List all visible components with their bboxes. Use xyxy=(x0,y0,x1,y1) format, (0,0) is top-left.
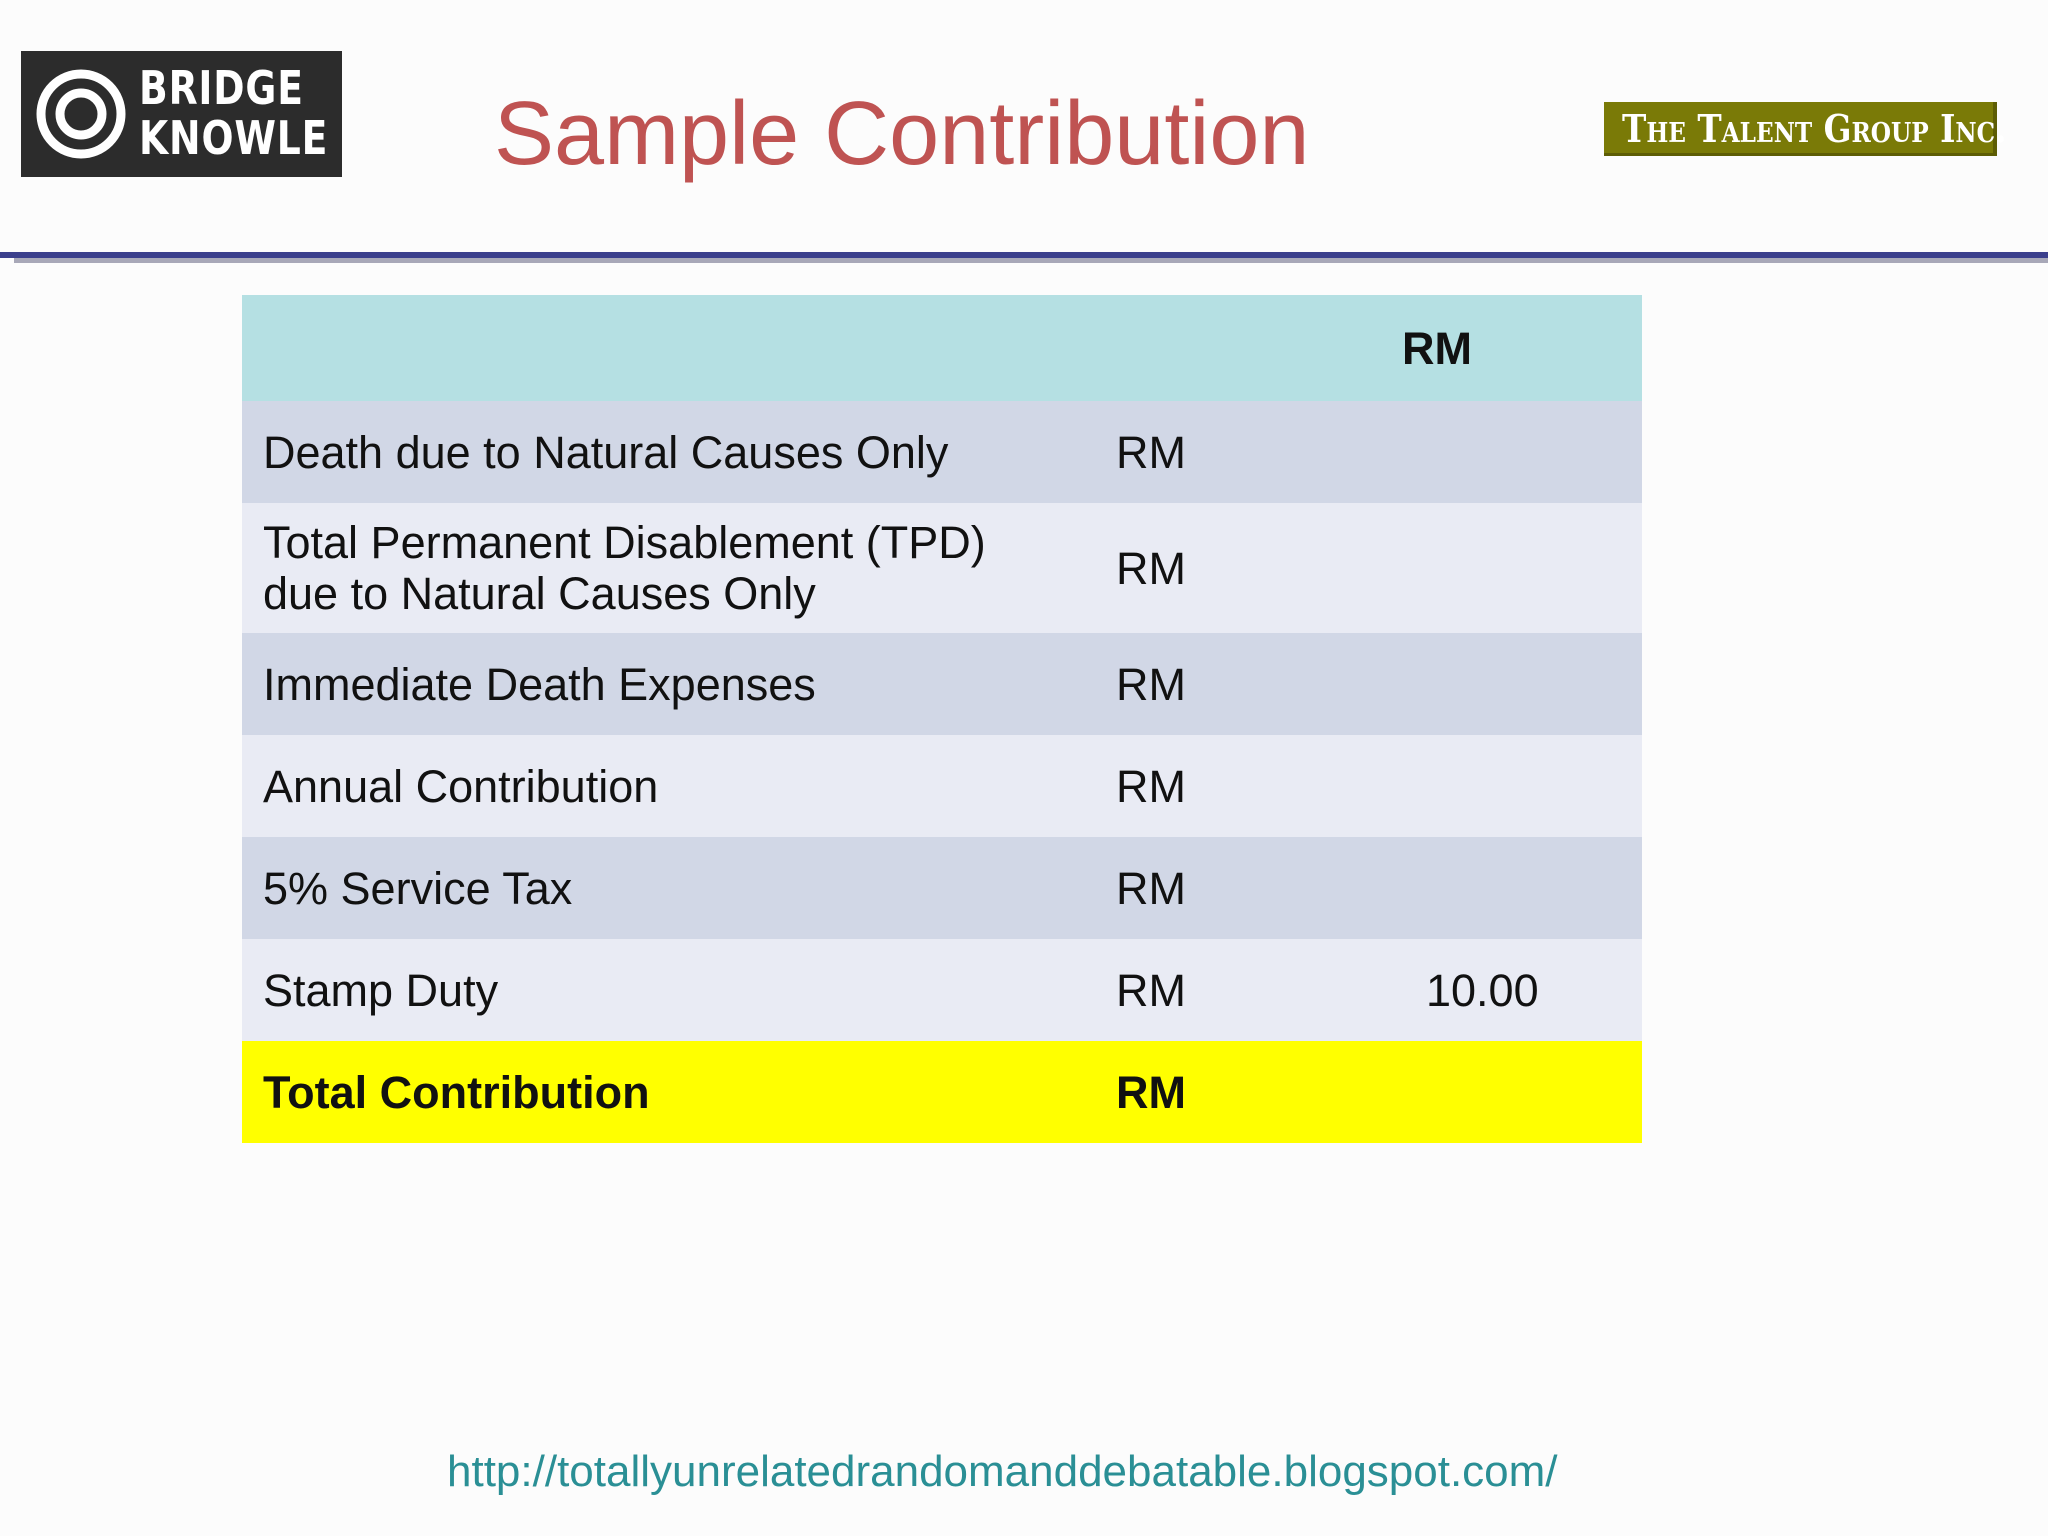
row-label: Total Permanent Disablement (TPD) due to… xyxy=(242,503,1112,633)
total-label: Total Contribution xyxy=(263,1066,650,1118)
row-currency: RM xyxy=(1116,426,1186,478)
title-divider xyxy=(0,252,2048,258)
table-row: Annual Contribution RM xyxy=(242,735,1642,837)
header-cell-currency xyxy=(1112,295,1372,401)
row-value xyxy=(1372,837,1642,939)
title-divider-shadow xyxy=(14,258,2048,263)
page-title: Sample Contribution xyxy=(494,84,1310,184)
talent-group-logo: The Talent Group Inc. xyxy=(1604,102,2006,156)
logo-text-line2: KNOWLE xyxy=(139,111,329,165)
row-label-line2: due to Natural Causes Only xyxy=(263,568,816,619)
row-currency: RM xyxy=(1116,760,1186,812)
row-label: 5% Service Tax xyxy=(263,862,573,914)
contribution-table: RM Death due to Natural Causes Only RM T… xyxy=(242,295,1642,1143)
row-label: Immediate Death Expenses xyxy=(263,658,816,710)
row-value xyxy=(1372,633,1642,735)
header-cell-amount: RM xyxy=(1402,322,1472,374)
row-label: Death due to Natural Causes Only xyxy=(263,426,949,478)
row-currency: RM xyxy=(1116,964,1186,1016)
row-value xyxy=(1372,735,1642,837)
concentric-circles-logo-icon xyxy=(36,69,126,159)
row-label-line1: Total Permanent Disablement (TPD) xyxy=(263,517,986,568)
total-currency: RM xyxy=(1116,1066,1186,1118)
row-amount: 10.00 xyxy=(1426,964,1539,1016)
footer-blog-link[interactable]: http://totallyunrelatedrandomanddebatabl… xyxy=(447,1447,1558,1496)
bridge-knowle-logo: BRIDGE KNOWLE xyxy=(21,51,342,177)
table-row: Death due to Natural Causes Only RM xyxy=(242,401,1642,503)
row-value xyxy=(1372,401,1642,503)
row-label: Annual Contribution xyxy=(263,760,659,812)
row-value xyxy=(1372,503,1642,633)
table-row: 5% Service Tax RM xyxy=(242,837,1642,939)
table-row: Immediate Death Expenses RM xyxy=(242,633,1642,735)
total-row: Total Contribution RM xyxy=(242,1041,1642,1143)
table-header-row: RM xyxy=(242,295,1642,401)
table-row: Stamp Duty RM 10.00 xyxy=(242,939,1642,1041)
total-value xyxy=(1372,1041,1642,1143)
logo-text-line1: BRIDGE xyxy=(139,61,304,115)
header-cell-label xyxy=(242,295,1112,401)
row-value: 10.00 xyxy=(1372,939,1642,1041)
row-currency: RM xyxy=(1116,862,1186,914)
row-label: Stamp Duty xyxy=(263,964,499,1016)
row-currency: RM xyxy=(1116,658,1186,710)
row-currency: RM xyxy=(1116,542,1186,594)
table-row: Total Permanent Disablement (TPD) due to… xyxy=(242,503,1642,633)
talent-group-logo-text: The Talent Group Inc. xyxy=(1622,106,2007,151)
